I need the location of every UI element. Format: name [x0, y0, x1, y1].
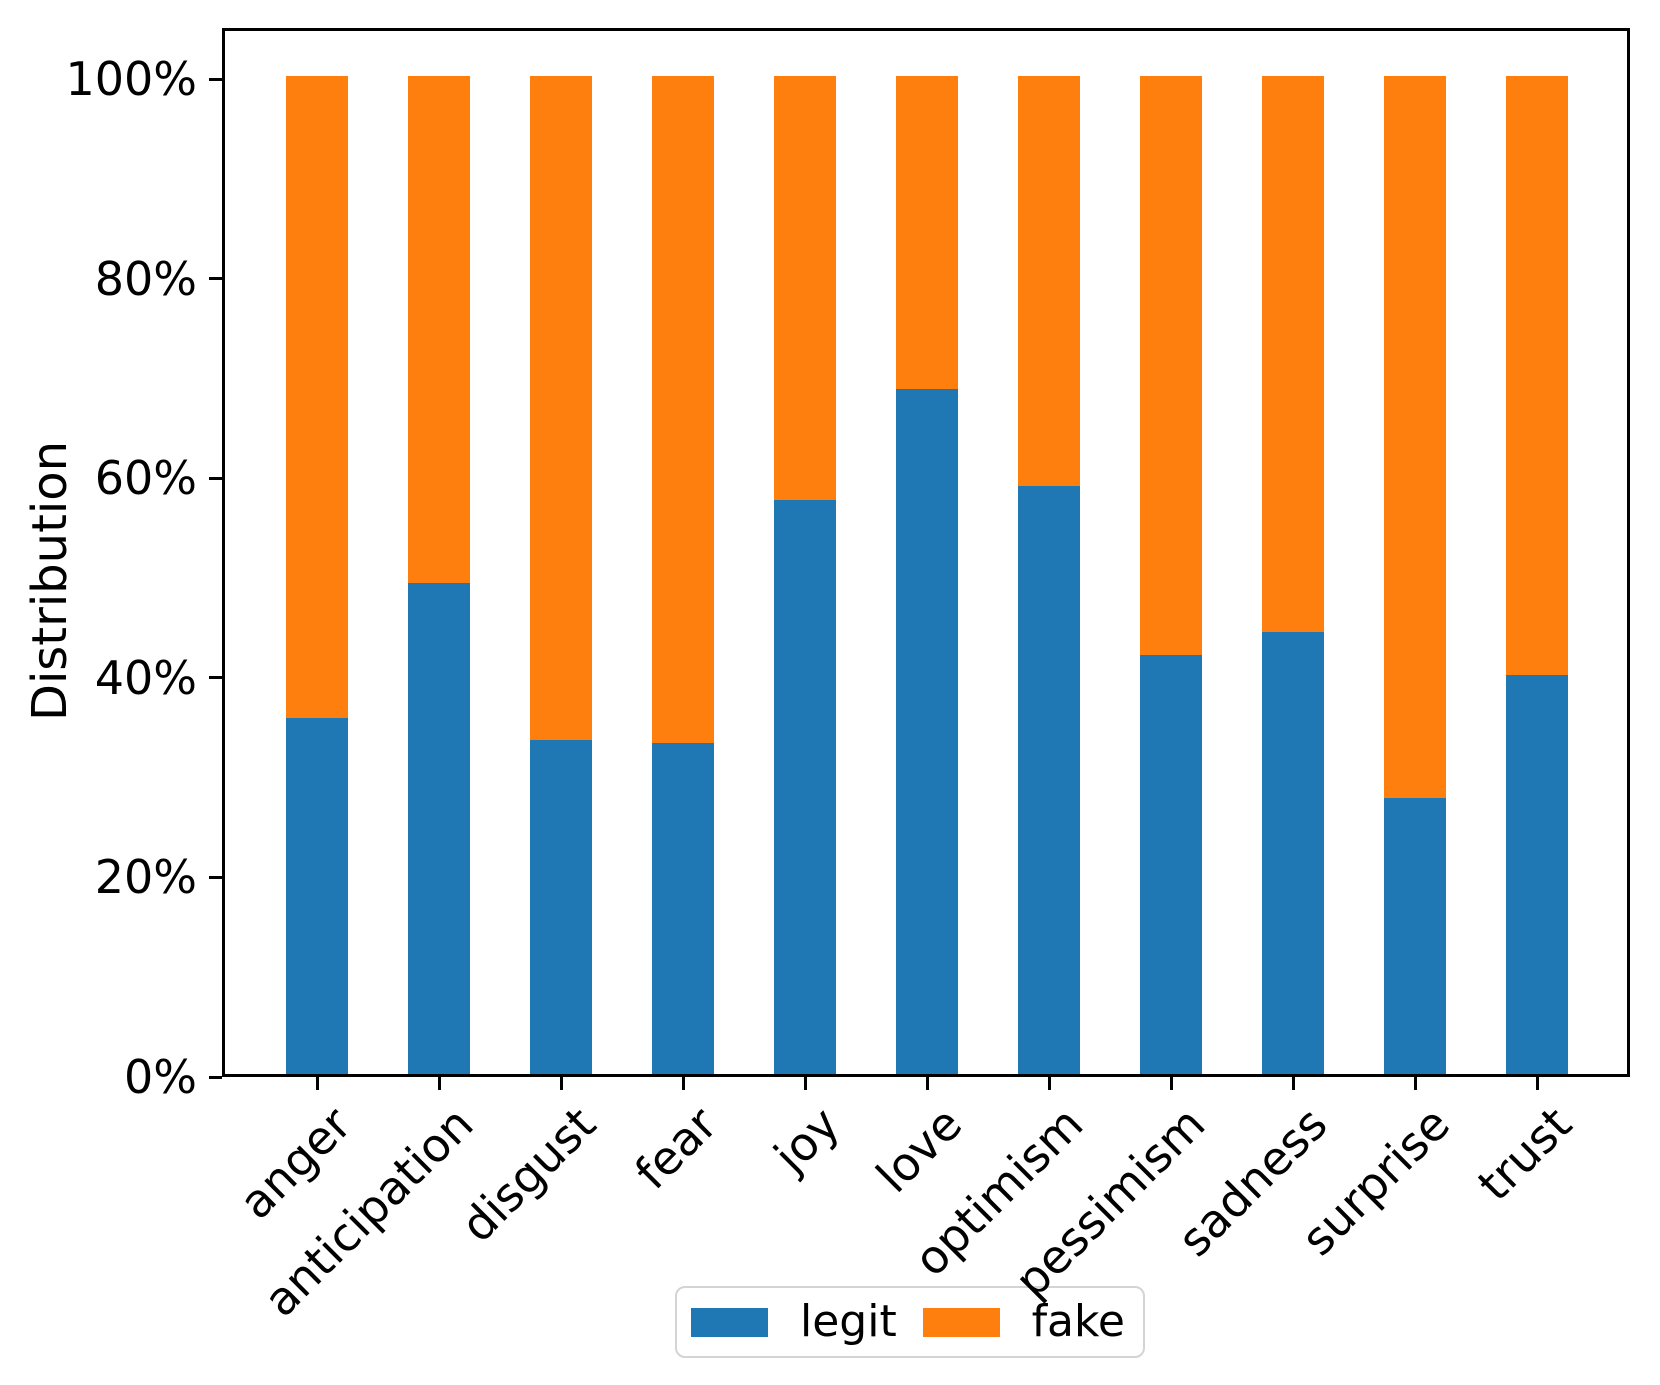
bar-segment-fake-optimism: [1018, 76, 1080, 487]
x-tick-mark-anticipation: [437, 1077, 441, 1090]
bar-segment-fake-fear: [652, 76, 714, 743]
bar-segment-legit-sadness: [1262, 631, 1324, 1074]
legend: legit fake: [675, 1286, 1145, 1358]
plot-area: [222, 28, 1630, 1077]
bar-segment-fake-joy: [774, 76, 836, 501]
bar-segment-legit-surprise: [1384, 797, 1446, 1074]
y-tick-label-60: 60%: [94, 451, 197, 506]
bar-segment-fake-surprise: [1384, 76, 1446, 798]
x-tick-label-disgust: disgust: [449, 1096, 606, 1253]
bar-segment-fake-sadness: [1262, 76, 1324, 632]
legend-swatch-fake: [922, 1307, 1000, 1337]
y-tick-mark-20: [209, 875, 222, 879]
bar-segment-legit-anger: [286, 717, 348, 1074]
bar-segment-fake-anticipation: [408, 76, 470, 583]
bar-segment-fake-love: [896, 76, 958, 390]
bar-segment-fake-disgust: [530, 76, 592, 740]
y-tick-mark-0: [209, 1075, 222, 1079]
x-tick-mark-optimism: [1047, 1077, 1051, 1090]
legend-entry-fake: fake: [922, 1296, 1125, 1347]
x-tick-mark-fear: [681, 1077, 685, 1090]
legend-swatch-legit: [691, 1307, 768, 1337]
bar-segment-legit-love: [896, 389, 958, 1074]
y-tick-mark-60: [209, 476, 222, 480]
x-tick-mark-love: [925, 1077, 929, 1090]
x-tick-mark-anger: [315, 1077, 319, 1090]
bar-segment-legit-pessimism: [1140, 654, 1202, 1074]
y-tick-label-100: 100%: [65, 52, 197, 106]
x-tick-label-joy: joy: [763, 1096, 850, 1183]
y-tick-label-80: 80%: [94, 251, 197, 306]
x-tick-mark-trust: [1535, 1077, 1539, 1090]
bar-segment-fake-anger: [286, 76, 348, 718]
y-tick-label-20: 20%: [94, 850, 197, 905]
x-tick-mark-pessimism: [1169, 1077, 1173, 1090]
bar-segment-legit-fear: [652, 742, 714, 1074]
bar-segment-fake-trust: [1506, 76, 1568, 675]
x-tick-mark-joy: [803, 1077, 807, 1090]
bar-segment-legit-joy: [774, 500, 836, 1074]
bar-segment-legit-disgust: [530, 739, 592, 1074]
bar-segment-fake-pessimism: [1140, 76, 1202, 655]
legend-entry-legit: legit: [691, 1299, 897, 1345]
x-tick-mark-surprise: [1413, 1077, 1417, 1090]
bar-segment-legit-optimism: [1018, 486, 1080, 1074]
legend-label-legit: legit: [800, 1296, 897, 1347]
bar-segment-legit-trust: [1506, 674, 1568, 1074]
y-tick-mark-40: [209, 676, 222, 680]
bar-segment-legit-anticipation: [408, 583, 470, 1074]
x-tick-label-trust: trust: [1467, 1096, 1582, 1212]
y-axis-title-wrap: Distribution: [14, 56, 86, 1105]
y-tick-label-40: 40%: [94, 650, 197, 705]
x-tick-label-love: love: [865, 1096, 972, 1203]
legend-label-fake: fake: [1031, 1296, 1125, 1347]
y-tick-label-0: 0%: [124, 1050, 197, 1104]
x-tick-mark-sadness: [1291, 1077, 1295, 1090]
y-tick-mark-80: [209, 277, 222, 281]
x-tick-label-fear: fear: [624, 1096, 728, 1200]
y-tick-mark-100: [209, 77, 222, 81]
x-tick-mark-disgust: [559, 1077, 563, 1090]
